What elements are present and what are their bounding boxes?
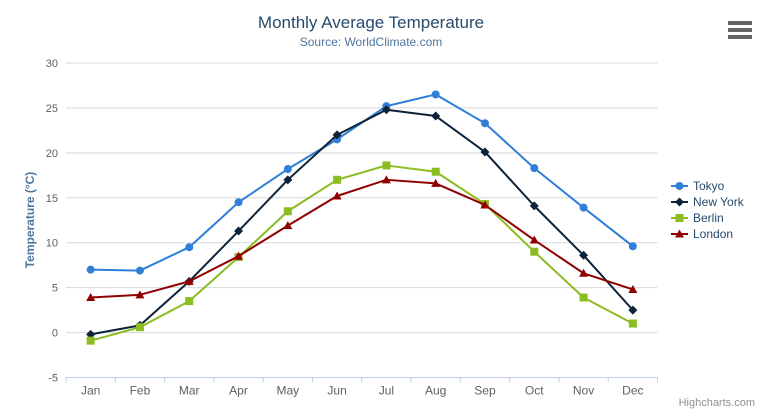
series-london-marker[interactable] bbox=[381, 175, 391, 184]
legend-marker[interactable] bbox=[675, 214, 684, 222]
series-berlin-marker[interactable] bbox=[135, 323, 144, 332]
x-axis-tick-label: Oct bbox=[525, 384, 544, 398]
series-london-marker[interactable] bbox=[628, 284, 638, 293]
series-new-york-marker[interactable] bbox=[431, 111, 441, 121]
series-tokyo-marker[interactable] bbox=[628, 242, 637, 251]
legend-symbol-triangle-icon bbox=[671, 229, 688, 238]
x-axis-tick-label: May bbox=[276, 384, 299, 398]
context-menu-button[interactable] bbox=[728, 21, 752, 39]
series-new-york-marker[interactable] bbox=[480, 147, 490, 157]
x-axis-tick-label: Dec bbox=[622, 384, 643, 398]
legend-symbol-diamond-icon bbox=[671, 197, 688, 207]
series-london bbox=[86, 175, 638, 302]
series-new-york-marker[interactable] bbox=[86, 329, 96, 339]
legend-item-tokyo[interactable]: Tokyo bbox=[671, 178, 744, 194]
legend-marker[interactable] bbox=[675, 197, 684, 207]
series-tokyo-marker[interactable] bbox=[185, 243, 194, 252]
legend-symbol-square-icon bbox=[671, 214, 688, 222]
series-tokyo-marker[interactable] bbox=[283, 165, 292, 174]
series-tokyo-marker[interactable] bbox=[234, 198, 243, 207]
x-axis-tick-label: Jun bbox=[327, 384, 346, 398]
series-berlin-marker[interactable] bbox=[86, 336, 95, 345]
series-tokyo-marker[interactable] bbox=[86, 265, 95, 274]
y-axis-tick-label: -5 bbox=[48, 373, 58, 385]
y-axis-tick-label: 30 bbox=[46, 58, 58, 70]
series-new-york-marker[interactable] bbox=[381, 105, 391, 115]
series-tokyo-marker[interactable] bbox=[135, 266, 144, 275]
series-tokyo bbox=[86, 90, 637, 275]
legend-item-new-york[interactable]: New York bbox=[671, 194, 744, 210]
highcharts-credit[interactable]: Highcharts.com bbox=[678, 397, 755, 409]
series-london-marker[interactable] bbox=[480, 200, 490, 209]
series-berlin-marker[interactable] bbox=[579, 293, 588, 302]
x-axis-tick-label: Nov bbox=[573, 384, 594, 398]
series-london-marker[interactable] bbox=[283, 221, 293, 230]
hamburger-icon bbox=[728, 21, 752, 25]
series-london-line[interactable] bbox=[90, 178, 634, 299]
series-new-york bbox=[86, 105, 638, 339]
x-axis-tick-label: Apr bbox=[229, 384, 248, 398]
series-london-marker[interactable] bbox=[431, 178, 441, 187]
legend-symbol-circle-icon bbox=[671, 182, 688, 190]
series-berlin-marker[interactable] bbox=[283, 207, 292, 216]
series-tokyo-marker[interactable] bbox=[431, 90, 440, 99]
y-axis-tick-label: 25 bbox=[46, 103, 58, 115]
x-axis-tick-label: Aug bbox=[425, 384, 446, 398]
y-axis-tick-label: 5 bbox=[52, 283, 58, 295]
series-berlin-marker[interactable] bbox=[431, 167, 440, 176]
legend-item-berlin[interactable]: Berlin bbox=[671, 210, 744, 226]
series-london-marker[interactable] bbox=[135, 290, 145, 299]
series-london-marker[interactable] bbox=[234, 251, 244, 260]
chart-subtitle: Source: WorldClimate.com bbox=[299, 35, 443, 49]
legend-marker[interactable] bbox=[675, 182, 684, 190]
series-tokyo-marker[interactable] bbox=[530, 164, 539, 173]
series-tokyo-marker[interactable] bbox=[480, 119, 489, 128]
y-axis-tick-label: 20 bbox=[46, 148, 58, 160]
series-berlin-marker[interactable] bbox=[333, 175, 342, 184]
series-new-york-marker[interactable] bbox=[628, 305, 638, 315]
series-berlin-marker[interactable] bbox=[628, 319, 637, 328]
series-berlin-marker[interactable] bbox=[185, 297, 194, 306]
legend: Tokyo New York Berlin London bbox=[671, 178, 744, 242]
chart-title: Monthly Average Temperature bbox=[257, 13, 485, 32]
series-london-marker[interactable] bbox=[529, 235, 539, 244]
series-tokyo-marker[interactable] bbox=[579, 203, 588, 212]
hamburger-icon bbox=[728, 35, 752, 39]
y-axis-tick-label: 10 bbox=[46, 238, 58, 250]
series-new-york-marker[interactable] bbox=[234, 226, 244, 236]
x-axis-tick-label: Jul bbox=[379, 384, 394, 398]
series-berlin-marker[interactable] bbox=[382, 161, 391, 170]
series-berlin-line[interactable] bbox=[90, 164, 634, 342]
series-new-york-marker[interactable] bbox=[332, 130, 342, 140]
series-london-marker[interactable] bbox=[579, 268, 589, 277]
x-axis-tick-label: Sep bbox=[474, 384, 496, 398]
series-london-marker[interactable] bbox=[184, 276, 194, 285]
legend-label: London bbox=[693, 227, 734, 241]
series-london-marker[interactable] bbox=[332, 191, 342, 200]
series-new-york-marker[interactable] bbox=[579, 250, 589, 260]
series-tokyo-line[interactable] bbox=[90, 93, 634, 272]
series-new-york-marker[interactable] bbox=[529, 201, 539, 211]
x-axis-tick-label: Mar bbox=[179, 384, 200, 398]
legend-marker[interactable] bbox=[675, 229, 684, 238]
series-london-marker[interactable] bbox=[86, 293, 96, 302]
legend-item-london[interactable]: London bbox=[671, 226, 744, 242]
series-new-york-line[interactable] bbox=[90, 108, 634, 336]
legend-label: Berlin bbox=[693, 211, 724, 225]
series-new-york-marker[interactable] bbox=[283, 175, 293, 185]
y-axis-tick-label: 15 bbox=[46, 193, 58, 205]
x-axis-tick-label: Feb bbox=[130, 384, 151, 398]
legend-label: Tokyo bbox=[693, 179, 725, 193]
y-axis-tick-label: 0 bbox=[52, 328, 58, 340]
hamburger-icon bbox=[728, 28, 752, 32]
series-berlin-marker[interactable] bbox=[530, 247, 539, 256]
legend-label: New York bbox=[693, 195, 744, 209]
x-axis-tick-label: Jan bbox=[81, 384, 100, 398]
